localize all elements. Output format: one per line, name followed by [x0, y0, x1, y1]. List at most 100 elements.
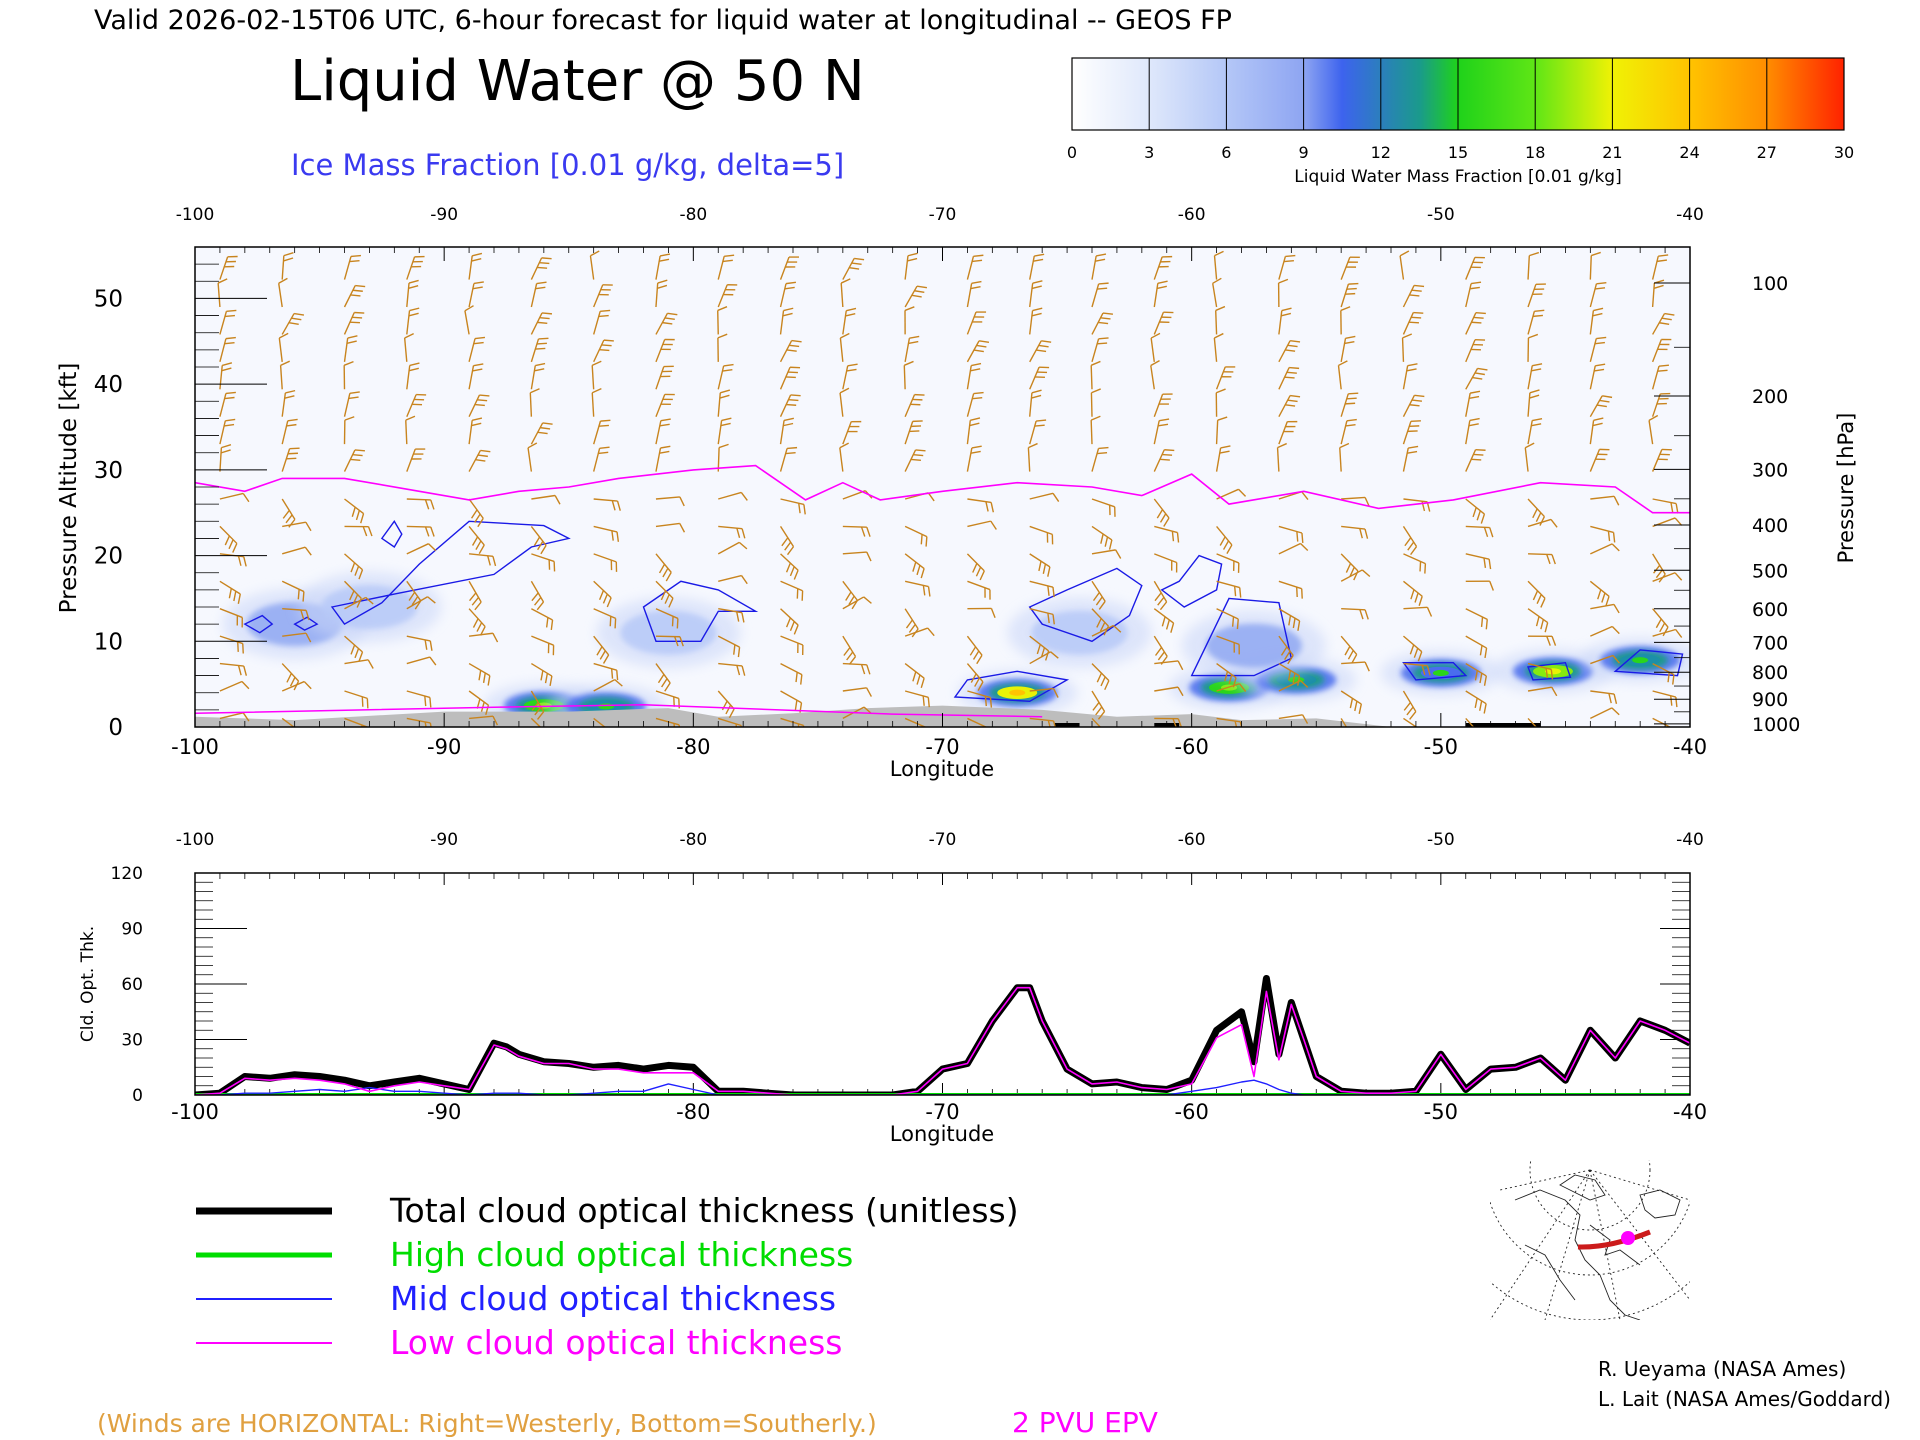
wind-barb-feather [840, 278, 851, 284]
wind-barb-feather [1052, 688, 1059, 698]
wind-barb-feather [1594, 287, 1606, 290]
colorbar-tick-label: 27 [1757, 143, 1777, 162]
wind-barb-shaft [1213, 337, 1218, 362]
wind-barb-feather [535, 286, 546, 290]
wind-barb-shaft [1029, 553, 1051, 568]
wind-barb-shaft [842, 580, 858, 601]
wind-barb-shaft [780, 580, 803, 592]
wind-barb-shaft [1337, 365, 1342, 390]
wind-barb-shaft [1278, 608, 1300, 622]
x-tick-label-bottom: -100 [171, 735, 219, 759]
y-tick-label: 40 [94, 372, 123, 398]
wind-barb-shaft [279, 365, 283, 390]
pressure-tick-label: 1000 [1752, 714, 1800, 736]
wind-barb-shaft [1341, 525, 1366, 530]
wind-barb-shaft [344, 553, 363, 571]
wind-barb-feather [533, 536, 541, 546]
wind-barb-feather [535, 347, 546, 350]
wind-barb-feather [1474, 670, 1478, 681]
wind-barb-feather [1340, 306, 1351, 312]
wind-barb-feather [429, 722, 432, 727]
wind-barb-shaft [219, 256, 229, 280]
wind-barb-shaft [904, 421, 914, 445]
wind-barb-shaft [281, 663, 300, 682]
wind-barb-feather [676, 618, 679, 629]
wind-barb-feather [475, 459, 486, 462]
x-tick-label-top: -90 [430, 205, 458, 225]
wind-barb-shaft [1402, 421, 1412, 445]
wind-barb-shaft [1651, 393, 1661, 417]
wind-barb-feather [354, 565, 360, 576]
wind-barb-shaft [780, 553, 799, 571]
wind-barb-shaft [219, 311, 228, 335]
wind-barb-shaft [1216, 608, 1239, 620]
wind-barb-shaft [217, 283, 221, 308]
winds-note: (Winds are HORIZONTAL: Right=Westerly, B… [97, 1409, 877, 1438]
wind-barb-shaft [780, 608, 799, 626]
wind-barb-shaft [219, 492, 244, 500]
wind-barb-feather [477, 454, 488, 458]
wind-barb-feather [285, 514, 293, 524]
bottom-x-tick-label: -90 [427, 1100, 461, 1124]
wind-barb-feather [1474, 372, 1485, 376]
wind-barb-feather [300, 609, 305, 620]
wind-barb-feather [610, 668, 614, 679]
credit-2: L. Lait (NASA Ames/Goddard) [1598, 1387, 1891, 1411]
wind-barb-feather [1102, 312, 1114, 315]
wind-barb-feather [1601, 592, 1606, 603]
wind-barb-feather [803, 504, 806, 515]
wind-barb-feather [1648, 414, 1659, 422]
wind-barb-feather [794, 700, 798, 711]
wind-barb-feather [1537, 732, 1541, 741]
wind-barb-feather [1092, 702, 1100, 711]
wind-barb-feather [1670, 695, 1673, 706]
wind-barb-feather [283, 252, 294, 257]
wind-barb-feather [661, 678, 668, 688]
wind-barb-feather [1150, 360, 1160, 367]
wind-barb-feather [293, 680, 300, 691]
wind-barb-feather [471, 536, 479, 546]
wind-barb-feather [1477, 367, 1488, 371]
wind-barb-feather [362, 526, 368, 537]
wind-barb-feather [527, 442, 538, 449]
wind-barb-shaft [1652, 608, 1669, 628]
wind-barb-shaft [1527, 255, 1531, 280]
wind-barb-shaft [904, 580, 929, 588]
optical-thickness-axes: -100 -100 -90 -90 -80 -80 -70 -70 -60 -60 -50 -50 -4… [111, 830, 1708, 1124]
wind-barb-feather [346, 340, 357, 344]
wind-barb-feather [1364, 528, 1369, 539]
wind-barb-shaft [1216, 717, 1241, 723]
wind-barb-feather [616, 500, 621, 511]
wind-barb-feather [971, 362, 982, 367]
wind-barb-shaft [1029, 492, 1054, 500]
wind-barb-feather [1469, 395, 1480, 400]
wind-barb-feather [408, 279, 419, 284]
wind-barb-feather [1597, 589, 1602, 600]
wind-barb-shaft [219, 608, 243, 619]
wind-barb-shaft [966, 256, 975, 280]
wind-barb-feather [1219, 450, 1230, 454]
wind-barb-feather [1656, 259, 1668, 263]
wind-barb-feather [354, 311, 365, 314]
ice-contour [243, 614, 274, 634]
wind-barb-feather [741, 528, 746, 539]
wind-barb-feather [1287, 655, 1294, 665]
wind-barb-feather [1177, 686, 1184, 697]
wind-barb-shaft [839, 447, 844, 472]
wind-barb-shaft [343, 285, 356, 308]
wind-barb-shaft [1278, 367, 1290, 390]
wind-barb-feather [1100, 676, 1106, 687]
y-tick-label: 0 [108, 715, 123, 741]
wind-barb-feather [786, 403, 797, 406]
wind-barb-feather [487, 675, 491, 686]
wind-barb-feather [905, 619, 913, 629]
wind-barb-feather [243, 556, 247, 567]
wind-barb-feather [471, 258, 482, 262]
wind-barb-shaft [966, 311, 977, 335]
wind-barb-shaft [1652, 553, 1666, 575]
wind-barb-feather [350, 294, 361, 297]
wind-barb-feather [356, 598, 362, 608]
bottom-x-tick-label: -60 [1175, 1100, 1209, 1124]
wind-barb-shaft [1589, 283, 1598, 308]
